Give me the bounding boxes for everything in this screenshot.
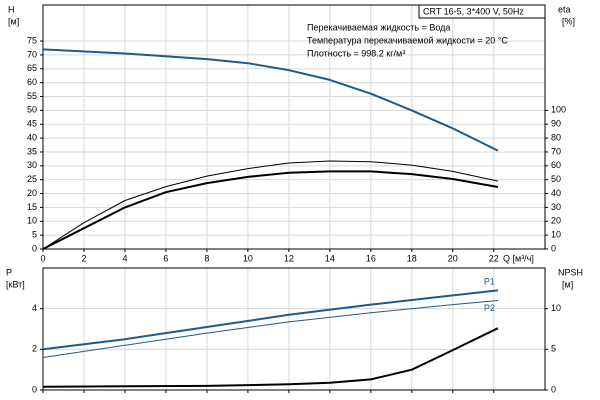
curve xyxy=(42,160,499,250)
y-tick-label: 55 xyxy=(27,91,37,101)
series-label: P1 xyxy=(484,277,495,287)
y-tick-label: 10 xyxy=(27,216,37,226)
y2-tick-label: 50 xyxy=(551,174,561,184)
y-axis-label: P xyxy=(6,267,12,277)
x-tick-label: 18 xyxy=(407,253,417,263)
y2-tick-label: 10 xyxy=(551,230,561,240)
curve xyxy=(42,48,499,152)
y2-axis-unit: [%] xyxy=(562,16,575,26)
x-tick-label: 10 xyxy=(243,253,253,263)
x-tick-label: 2 xyxy=(81,253,86,263)
plot-frame xyxy=(42,267,546,391)
y2-tick-label: 80 xyxy=(551,132,561,142)
annotation: Плотность = 998.2 кг/м³ xyxy=(307,48,405,58)
annotation: Перекачиваемая жидкость = Вода xyxy=(307,22,450,32)
y2-tick-label: 40 xyxy=(551,188,561,198)
curve xyxy=(42,170,499,250)
x-tick-label: 16 xyxy=(366,253,376,263)
y-axis-unit: [м] xyxy=(8,16,19,26)
x-tick-label: 14 xyxy=(325,253,335,263)
x-tick-label: 4 xyxy=(122,253,127,263)
y-tick-label: 40 xyxy=(27,132,37,142)
curve xyxy=(42,327,499,388)
annotation: Температура перекачиваемой жидкости = 20… xyxy=(307,35,508,45)
x-tick-label: 22 xyxy=(489,253,499,263)
y-axis-unit: [кВт] xyxy=(6,279,25,289)
curve xyxy=(42,289,499,351)
y-tick-label: 50 xyxy=(27,105,37,115)
y2-tick-label: 100 xyxy=(551,105,566,115)
y-tick-label: 30 xyxy=(27,160,37,170)
y2-tick-label: 30 xyxy=(551,202,561,212)
plot-frame xyxy=(42,4,546,250)
y2-tick-label: 0 xyxy=(551,384,556,394)
chart-title: CRT 16-5, 3*400 V, 50Hz xyxy=(423,6,524,16)
y2-axis-unit: [м] xyxy=(562,279,573,289)
y-tick-label: 0 xyxy=(32,384,37,394)
y2-axis-label: NPSH xyxy=(558,267,583,277)
y2-tick-label: 60 xyxy=(551,160,561,170)
y-tick-label: 15 xyxy=(27,202,37,212)
y2-tick-label: 5 xyxy=(551,344,556,354)
y2-axis-label: eta xyxy=(558,4,571,14)
y-tick-label: 0 xyxy=(32,243,37,253)
y-tick-label: 60 xyxy=(27,77,37,87)
series-label: P2 xyxy=(484,303,495,313)
y2-tick-label: 10 xyxy=(551,303,561,313)
x-tick-label: 6 xyxy=(163,253,168,263)
x-tick-label: 12 xyxy=(284,253,294,263)
x-tick-label: 8 xyxy=(204,253,209,263)
y-tick-label: 4 xyxy=(32,303,37,313)
y-tick-label: 20 xyxy=(27,188,37,198)
x-tick-label: 0 xyxy=(40,253,45,263)
y-tick-label: 70 xyxy=(27,49,37,59)
y-tick-label: 25 xyxy=(27,174,37,184)
y-tick-label: 5 xyxy=(32,230,37,240)
curve xyxy=(42,300,498,358)
title-box xyxy=(418,4,546,19)
y2-tick-label: 70 xyxy=(551,146,561,156)
y-tick-label: 65 xyxy=(27,63,37,73)
x-tick-label: 20 xyxy=(448,253,458,263)
y-tick-label: 75 xyxy=(27,35,37,45)
y-axis-label: H xyxy=(8,4,15,14)
y2-tick-label: 90 xyxy=(551,119,561,129)
y-tick-label: 35 xyxy=(27,146,37,156)
x-axis-label: Q [м³/ч] xyxy=(503,253,534,263)
y2-tick-label: 0 xyxy=(551,243,556,253)
y-tick-label: 45 xyxy=(27,119,37,129)
y-tick-label: 2 xyxy=(32,344,37,354)
y2-tick-label: 20 xyxy=(551,216,561,226)
